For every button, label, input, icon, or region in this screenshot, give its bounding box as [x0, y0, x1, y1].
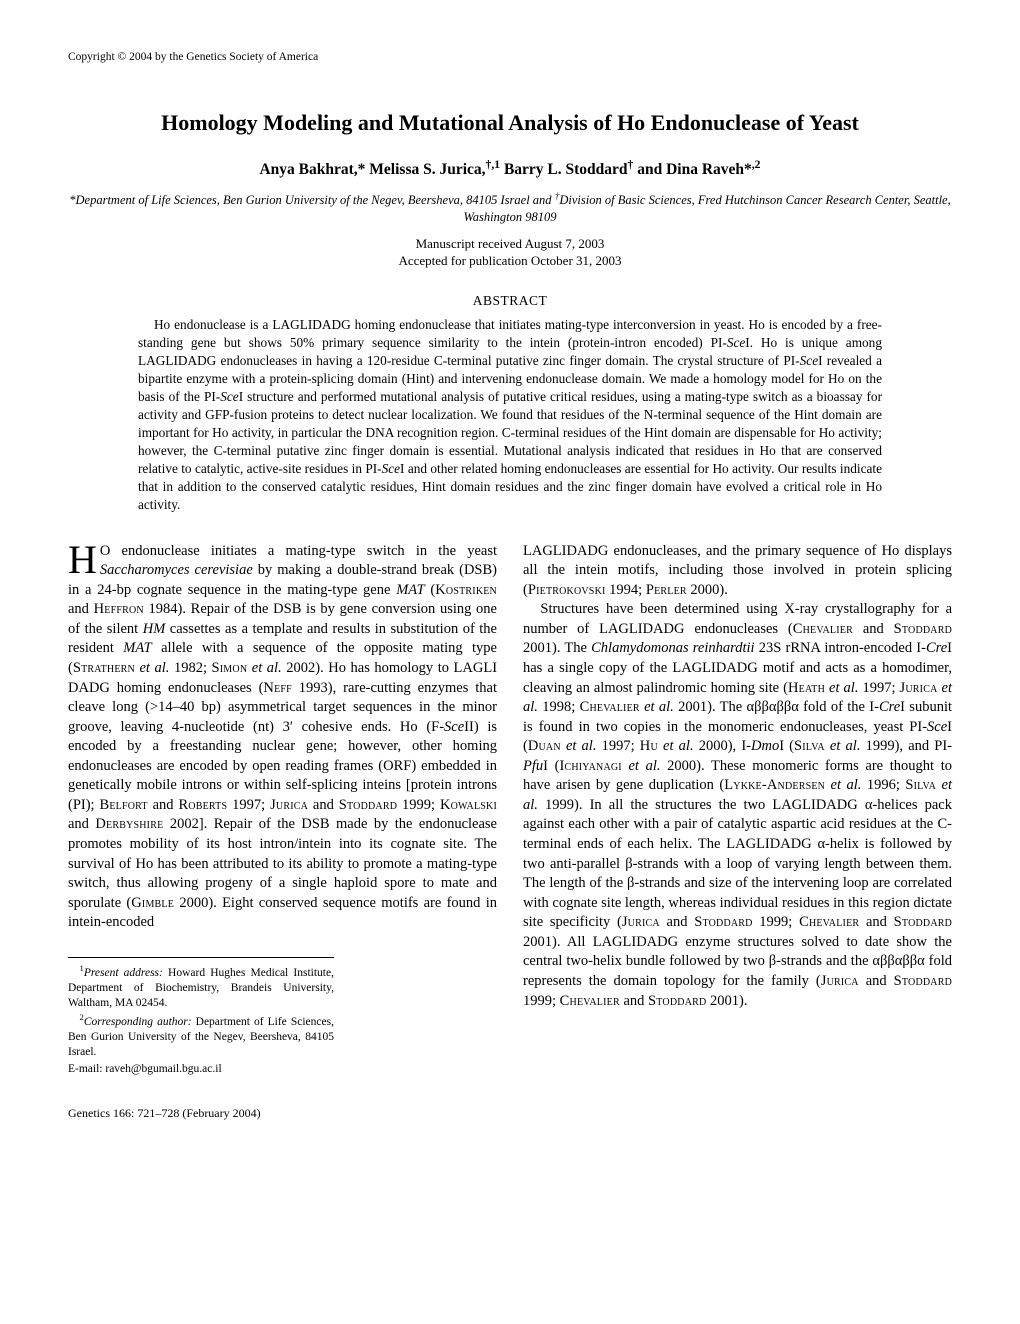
received-date: Manuscript received August 7, 2003 [68, 235, 952, 253]
abstract-body: Ho endonuclease is a LAGLIDADG homing en… [138, 316, 882, 513]
intro-paragraph-1: HO endonuclease initiates a mating-type … [68, 542, 497, 933]
intro-paragraph-2: Structures have been determined using X-… [523, 600, 952, 1011]
footnotes-block: 1Present address: Howard Hughes Medical … [68, 957, 334, 1077]
abstract-section: ABSTRACT Ho endonuclease is a LAGLIDADG … [138, 292, 882, 514]
right-column: LAGLIDADG endonucleases, and the primary… [523, 542, 952, 1079]
footnote-corresponding-author: 2Corresponding author: Department of Lif… [68, 1012, 334, 1060]
left-column: HO endonuclease initiates a mating-type … [68, 542, 497, 1079]
journal-footer: Genetics 166: 721–728 (February 2004) [68, 1105, 952, 1121]
article-title: Homology Modeling and Mutational Analysi… [68, 108, 952, 138]
accepted-date: Accepted for publication October 31, 200… [68, 252, 952, 270]
affiliations-line: *Department of Life Sciences, Ben Gurion… [68, 191, 952, 225]
body-columns: HO endonuclease initiates a mating-type … [68, 542, 952, 1079]
footnote-present-address: 1Present address: Howard Hughes Medical … [68, 963, 334, 1011]
abstract-heading: ABSTRACT [138, 292, 882, 310]
authors-line: Anya Bakhrat,* Melissa S. Jurica,†,1 Bar… [68, 157, 952, 181]
copyright-notice: Copyright © 2004 by the Genetics Society… [68, 50, 952, 66]
intro-paragraph-1-cont: LAGLIDADG endonucleases, and the primary… [523, 542, 952, 601]
footnote-email: E-mail: raveh@bgumail.bgu.ac.il [68, 1062, 334, 1077]
manuscript-dates: Manuscript received August 7, 2003 Accep… [68, 235, 952, 270]
